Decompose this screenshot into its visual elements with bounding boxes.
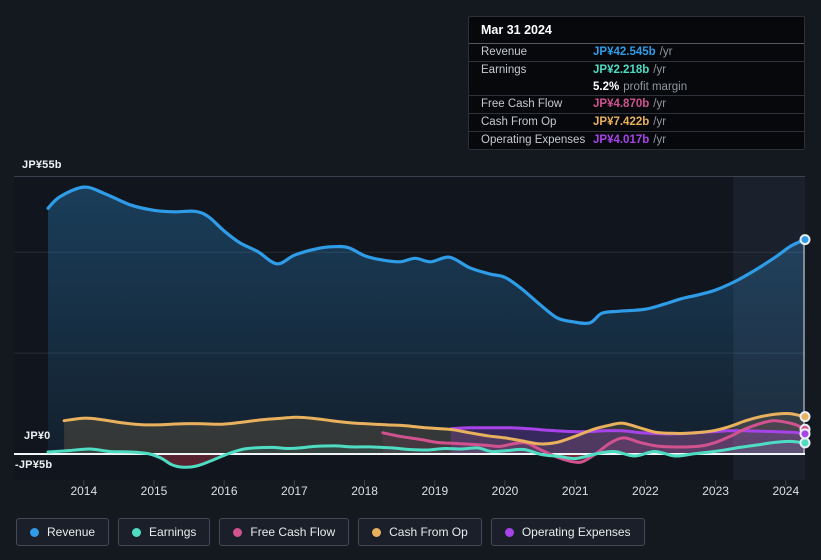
operating-expenses-area: [450, 427, 805, 454]
x-tick-label: 2020: [491, 484, 519, 498]
revenue-legend-dot-icon: [30, 527, 39, 537]
earnings-endpoint-marker[interactable]: [799, 437, 811, 449]
operating-expenses-legend-dot-icon: [504, 527, 514, 537]
x-tick-label: 2014: [70, 484, 98, 498]
tooltip: Mar 31 2024 Revenue JP¥42.545b /yr Earni…: [468, 16, 805, 150]
revenue-label: Revenue: [481, 46, 528, 58]
legend-item-label: Operating Expenses: [521, 525, 631, 539]
y-axis-label-zero: JP¥0: [24, 430, 51, 442]
free-cash-flow-legend-dot-icon: [233, 527, 243, 537]
tooltip-date: Mar 31 2024: [469, 17, 804, 44]
tooltip-row-earnings: Earnings JP¥2.218b /yr: [469, 61, 804, 79]
cash-from-op-line: [62, 411, 807, 446]
highlight-band: [733, 176, 805, 480]
legend-item-operating-expenses[interactable]: Operating Expenses: [490, 518, 645, 546]
revenue-endpoint-marker[interactable]: [799, 234, 811, 246]
x-tick-label: 2016: [210, 484, 238, 498]
legend-item-label: Earnings: [149, 525, 197, 539]
earnings-line: [46, 439, 807, 469]
revenue-line: [46, 185, 807, 326]
free-cash-flow-label: Free Cash Flow: [481, 98, 563, 110]
earnings-label: Earnings: [481, 64, 527, 76]
legend-item-earnings[interactable]: Earnings: [118, 518, 211, 546]
x-tick-label: 2019: [421, 484, 449, 498]
earnings-value: JP¥2.218b: [593, 64, 650, 76]
legend-item-label: Free Cash Flow: [250, 525, 336, 539]
tooltip-row-operating-expenses: Operating Expenses JP¥4.017b /yr: [469, 131, 804, 149]
y-axis-label-neg5b: -JP¥5b: [15, 459, 53, 471]
tooltip-row-revenue: Revenue JP¥42.545b /yr: [469, 44, 804, 61]
cash-from-op-unit: /yr: [653, 116, 667, 128]
profit-margin-value: 5.2%: [593, 81, 620, 93]
tooltip-row-cash-from-op: Cash From Op JP¥7.422b /yr: [469, 113, 804, 131]
legend-item-label: Cash From Op: [389, 525, 468, 539]
operating-expenses-endpoint-marker[interactable]: [799, 428, 811, 440]
cash-from-op-legend-dot-icon: [372, 527, 382, 537]
revenue-unit: /yr: [659, 46, 673, 58]
earnings-unit: /yr: [653, 64, 667, 76]
x-tick-label: 2023: [702, 484, 729, 498]
x-tick-label: 2022: [632, 484, 659, 498]
operating-expenses-value: JP¥4.017b: [593, 134, 650, 146]
revenue-area: [48, 187, 805, 454]
earnings-negative-area: [48, 454, 805, 468]
y-axis-label-55b: JP¥55b: [22, 159, 62, 171]
operating-expenses-line: [449, 426, 807, 436]
tooltip-row-profit-margin: 5.2% profit margin: [469, 79, 804, 95]
cash-from-op-value: JP¥7.422b: [593, 116, 650, 128]
x-tick-label: 2015: [140, 484, 168, 498]
operating-expenses-label: Operating Expenses: [481, 134, 586, 146]
cash-from-op-label: Cash From Op: [481, 116, 557, 128]
legend-item-label: Revenue: [47, 525, 96, 539]
legend-item-cash-from-op[interactable]: Cash From Op: [358, 518, 482, 546]
free-cash-flow-unit: /yr: [653, 98, 667, 110]
free-cash-flow-line: [381, 419, 807, 465]
tooltip-row-free-cash-flow: Free Cash Flow JP¥4.870b /yr: [469, 95, 804, 113]
x-tick-label: 2018: [351, 484, 378, 498]
free-cash-flow-value: JP¥4.870b: [593, 98, 650, 110]
profit-margin-text: profit margin: [623, 81, 688, 93]
cash-from-op-endpoint-marker[interactable]: [799, 411, 811, 423]
legend: Revenue Earnings Free Cash Flow Cash From O…: [16, 518, 645, 546]
earnings-legend-dot-icon: [132, 527, 142, 537]
x-tick-label: 2021: [561, 484, 589, 498]
legend-item-free-cash-flow[interactable]: Free Cash Flow: [219, 518, 350, 546]
legend-item-revenue[interactable]: Revenue: [16, 518, 110, 546]
x-tick-label: 2017: [281, 484, 308, 498]
x-tick-label: 2024: [772, 484, 800, 498]
operating-expenses-unit: /yr: [653, 134, 667, 146]
revenue-value: JP¥42.545b: [593, 46, 656, 58]
